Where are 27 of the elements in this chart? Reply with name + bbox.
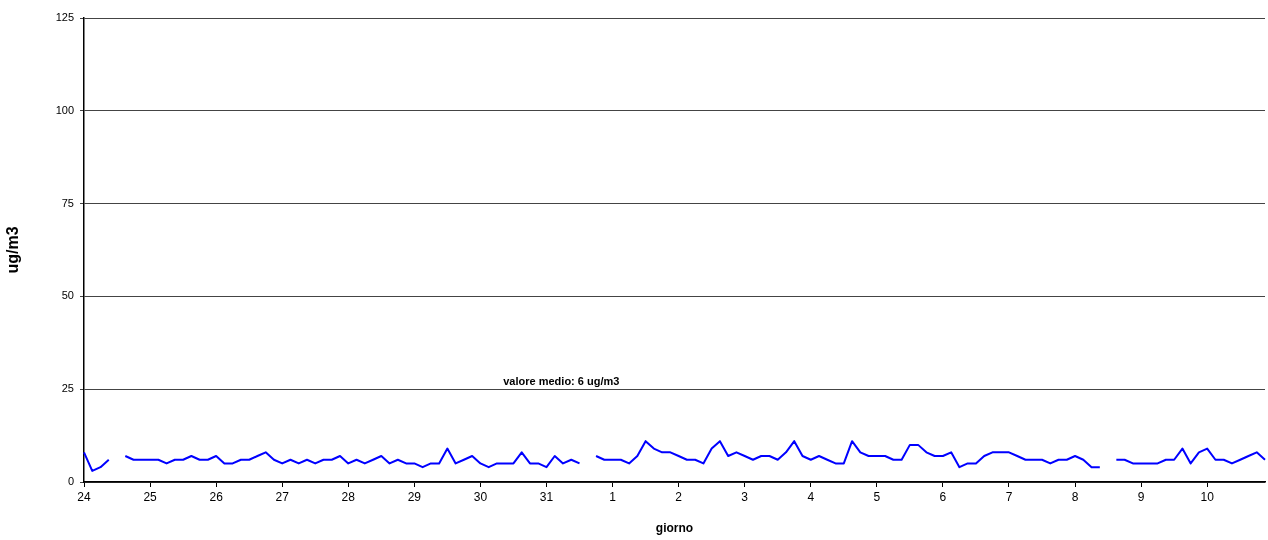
x-tick-label: 25 [143,489,158,504]
x-tick-label: 26 [209,489,224,504]
x-tick-label: 7 [1005,489,1013,504]
x-tick-label: 27 [275,489,290,504]
x-tick-label: 3 [741,489,749,504]
y-tick-label: 75 [61,196,74,209]
annotation: valore medio: 6 ug/m3 [503,375,620,388]
x-tick-label: 30 [473,489,488,504]
x-tick-label: 31 [539,489,554,504]
x-tick-label: 28 [341,489,356,504]
y-tick-label: 100 [55,103,74,116]
x-tick-label: 6 [939,489,947,504]
y-axis-title: ug/m3 [4,226,22,274]
x-tick-label: 2 [675,489,683,504]
y-tick-label: 50 [61,289,74,302]
x-tick-label: 8 [1071,489,1079,504]
x-tick-label: 24 [77,489,91,504]
y-tick-label: 25 [61,382,74,395]
y-tick-label: 125 [55,11,74,24]
x-tick-label: 9 [1137,489,1145,504]
x-axis-title: giorno [655,521,694,536]
x-tick-label: 1 [609,489,617,504]
x-tick-label: 4 [807,489,815,504]
x-tick-label: 29 [407,489,422,504]
x-tick-label: 5 [873,489,881,504]
x-tick-label: 10 [1200,489,1215,504]
y-tick-label: 0 [67,475,74,488]
